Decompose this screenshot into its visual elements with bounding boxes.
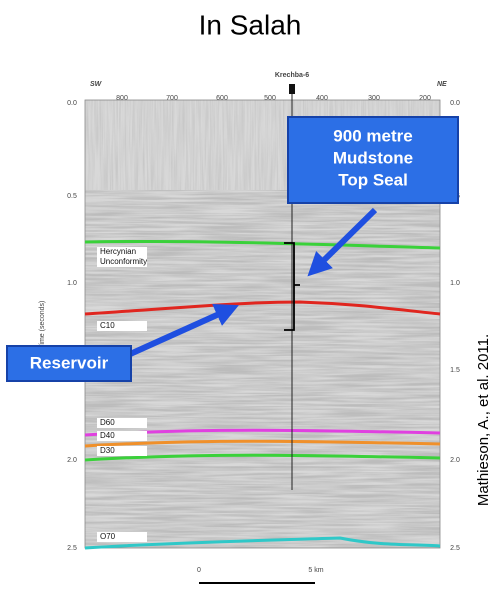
- horizon-label: D30: [100, 446, 115, 455]
- horizon-hercynian: [84, 239, 441, 250]
- horizon-label: D60: [100, 418, 115, 427]
- scale-5km: 5 km: [308, 567, 323, 574]
- time-tick-right: 0.0: [450, 100, 460, 107]
- seal-callout: [287, 116, 459, 204]
- frame: [84, 99, 441, 549]
- time-tick-right: 2.0: [450, 457, 460, 464]
- top-tick: 800: [116, 95, 128, 102]
- callout-text: Reservoir: [30, 353, 109, 372]
- citation: Mathieson, A., et al. 2011.: [475, 334, 492, 506]
- horizon-d30: [84, 453, 441, 462]
- sw-label: SW: [90, 81, 103, 88]
- reservoir-arrow: [126, 303, 239, 358]
- well-label: Krechba-6: [275, 72, 309, 79]
- horizon-label-bg: [97, 247, 147, 257]
- time-tick-right: 1.0: [450, 280, 460, 287]
- seal-arrow: [307, 207, 378, 277]
- horizon-label: Unconformity: [100, 257, 147, 266]
- time-tick-left: 0.5: [67, 193, 77, 200]
- horizon-label-bg: [97, 532, 147, 542]
- reservoir-callout: [6, 345, 132, 382]
- top-tick: 500: [264, 95, 276, 102]
- horizon-label-bg: [97, 418, 147, 428]
- well-marker: [289, 84, 295, 94]
- horizon-label: D40: [100, 431, 115, 440]
- callout-text: Top Seal: [338, 170, 408, 189]
- time-tick-left: 2.0: [67, 457, 77, 464]
- horizon-label-bg: [97, 321, 147, 331]
- horizon-label: Hercynian: [100, 247, 136, 256]
- top-tick: 400: [316, 95, 328, 102]
- horizon-o70: [84, 536, 441, 550]
- axis-label: Two-Way Time (seconds): [39, 301, 46, 380]
- time-tick-right: 2.5: [450, 545, 460, 552]
- top-tick: 300: [368, 95, 380, 102]
- top-tick: 600: [216, 95, 228, 102]
- time-tick-left: 2.5: [67, 545, 77, 552]
- horizon-label-bg: [97, 446, 147, 456]
- horizon-label: C10: [100, 321, 115, 330]
- scale-0: 0: [197, 567, 201, 574]
- time-tick-right: 1.5: [450, 367, 460, 374]
- horizon-label-bg: [97, 257, 147, 267]
- top-tick: 200: [419, 95, 431, 102]
- title: In Salah: [199, 9, 302, 40]
- seal-bracket: [284, 242, 300, 331]
- horizon-label: O70: [100, 532, 116, 541]
- time-tick-left: 1.0: [67, 280, 77, 287]
- top-tick: 700: [166, 95, 178, 102]
- callout-text: 900 metre: [333, 126, 412, 145]
- callout-text: Mudstone: [333, 148, 413, 167]
- ne-label: NE: [437, 81, 447, 88]
- horizon-d40: [84, 439, 441, 448]
- time-tick-left: 0.0: [67, 100, 77, 107]
- horizon-label-bg: [97, 431, 147, 441]
